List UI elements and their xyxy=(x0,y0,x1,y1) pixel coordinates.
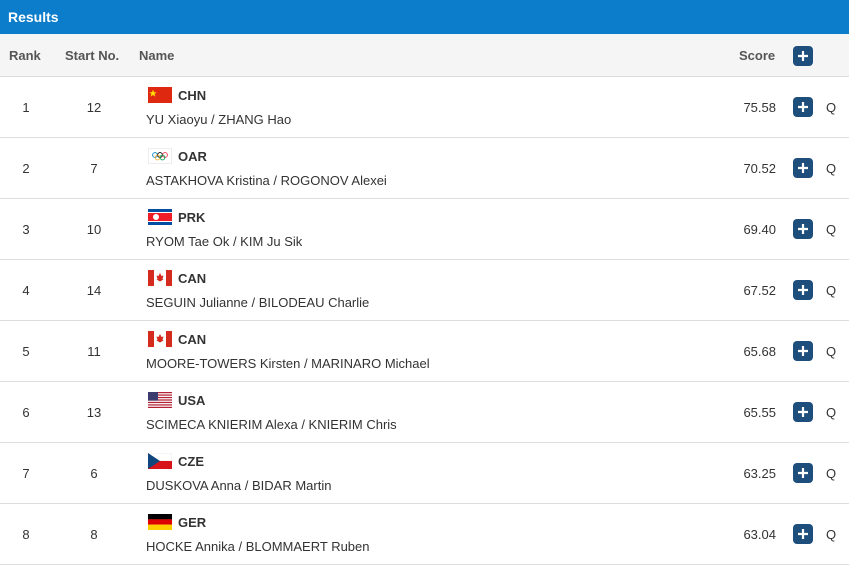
flag-icon xyxy=(148,209,172,225)
flag-icon xyxy=(148,270,172,286)
result-row: 2 7 OAR ASTAKHOVA Kristina / ROGONOV Alexei… xyxy=(0,138,849,199)
athlete-names: YU Xiaoyu / ZHANG Hao xyxy=(146,112,292,127)
expand-button[interactable] xyxy=(793,402,813,422)
rank: 2 xyxy=(22,161,30,176)
expand-all-button[interactable] xyxy=(793,46,813,66)
country-code: CAN xyxy=(178,332,207,347)
result-row: 1 12 CHN YU Xiaoyu / ZHANG Hao 75.58 Q xyxy=(0,77,849,138)
expand-button[interactable] xyxy=(793,280,813,300)
result-row: 4 14 CAN SEGUIN Julianne / BILODEAU Charlie… xyxy=(0,260,849,321)
rank: 6 xyxy=(22,405,30,420)
flag xyxy=(147,452,173,469)
start-number: 10 xyxy=(86,222,102,237)
athlete-names: MOORE-TOWERS Kirsten / MARINARO Michael xyxy=(146,356,430,371)
flag xyxy=(148,209,172,225)
rank: 7 xyxy=(22,466,30,481)
rank: 5 xyxy=(22,344,30,359)
start-number: 8 xyxy=(90,527,98,542)
qualification: Q xyxy=(826,222,837,237)
qualification: Q xyxy=(826,466,837,481)
qualification: Q xyxy=(826,100,837,115)
score: 70.52 xyxy=(743,161,776,176)
expand-button[interactable] xyxy=(793,158,813,178)
flag xyxy=(148,87,172,103)
result-row: 7 6 CZE DUSKOVA Anna / BIDAR Martin 63.25 Q xyxy=(0,443,849,504)
country-code: USA xyxy=(178,393,206,408)
country-code: PRK xyxy=(178,210,206,225)
qualification: Q xyxy=(826,405,837,420)
flag xyxy=(147,147,173,165)
expand-button[interactable] xyxy=(793,341,813,361)
expand-icon xyxy=(793,97,813,117)
athlete-names: ASTAKHOVA Kristina / ROGONOV Alexei xyxy=(146,173,387,188)
flag-icon xyxy=(148,331,172,347)
score: 65.68 xyxy=(743,344,776,359)
col-start: Start No. xyxy=(65,48,120,63)
rank: 1 xyxy=(22,100,30,115)
expand-icon xyxy=(793,524,813,544)
score: 63.25 xyxy=(743,466,776,481)
flag xyxy=(148,270,172,286)
flag-icon xyxy=(148,514,172,530)
rank: 4 xyxy=(22,283,30,298)
country-code: OAR xyxy=(178,149,207,164)
expand-icon xyxy=(793,402,813,422)
start-number: 7 xyxy=(90,161,98,176)
expand-icon xyxy=(793,219,813,239)
expand-icon xyxy=(793,341,813,361)
flag xyxy=(148,331,172,347)
flag xyxy=(148,392,172,408)
start-number: 11 xyxy=(87,344,101,359)
col-rank: Rank xyxy=(9,48,41,63)
athlete-names: SCIMECA KNIERIM Alexa / KNIERIM Chris xyxy=(146,417,397,432)
athlete-names: HOCKE Annika / BLOMMAERT Ruben xyxy=(146,539,370,554)
flag-icon xyxy=(148,392,172,408)
flag-icon xyxy=(148,87,172,103)
expand-button[interactable] xyxy=(793,524,813,544)
col-name: Name xyxy=(139,48,175,63)
athlete-names: DUSKOVA Anna / BIDAR Martin xyxy=(146,478,332,493)
score: 75.58 xyxy=(743,100,776,115)
start-number: 12 xyxy=(86,100,102,115)
start-number: 14 xyxy=(86,283,102,298)
column-header: Rank Start No. Name Score xyxy=(0,34,849,77)
expand-icon xyxy=(793,280,813,300)
flag-icon xyxy=(147,452,173,469)
score: 65.55 xyxy=(743,405,776,420)
score: 69.40 xyxy=(743,222,776,237)
flag-icon xyxy=(147,147,173,165)
country-code: GER xyxy=(178,515,207,530)
col-score: Score xyxy=(739,48,776,63)
country-code: CAN xyxy=(178,271,207,286)
rank: 8 xyxy=(22,527,30,542)
result-row: 5 11 CAN MOORE-TOWERS Kirsten / MARINARO Mi… xyxy=(0,321,849,382)
start-number: 13 xyxy=(86,405,102,420)
athlete-names: RYOM Tae Ok / KIM Ju Sik xyxy=(146,234,303,249)
qualification: Q xyxy=(826,344,837,359)
qualification: Q xyxy=(826,283,837,298)
panel-header: Results xyxy=(0,0,849,34)
score: 67.52 xyxy=(743,283,776,298)
qualification: Q xyxy=(826,161,837,176)
expand-button[interactable] xyxy=(793,463,813,483)
result-row: 8 8 GER HOCKE Annika / BLOMMAERT Ruben 63.04… xyxy=(0,504,849,565)
expand-button[interactable] xyxy=(793,219,813,239)
country-code: CHN xyxy=(178,88,207,103)
rank: 3 xyxy=(22,222,30,237)
expand-icon xyxy=(793,463,813,483)
expand-icon xyxy=(793,158,813,178)
expand-button[interactable] xyxy=(793,97,813,117)
start-number: 6 xyxy=(90,466,98,481)
athlete-names: SEGUIN Julianne / BILODEAU Charlie xyxy=(146,295,370,310)
flag xyxy=(148,514,172,530)
panel-title: Results xyxy=(8,9,59,25)
result-row: 3 10 PRK RYOM Tae Ok / KIM Ju Sik 69.40 Q xyxy=(0,199,849,260)
country-code: CZE xyxy=(178,454,204,469)
result-row: 6 13 USA SCIMECA KNIERIM Alexa / KNIERIM Ch… xyxy=(0,382,849,443)
qualification: Q xyxy=(826,527,837,542)
score: 63.04 xyxy=(743,527,776,542)
